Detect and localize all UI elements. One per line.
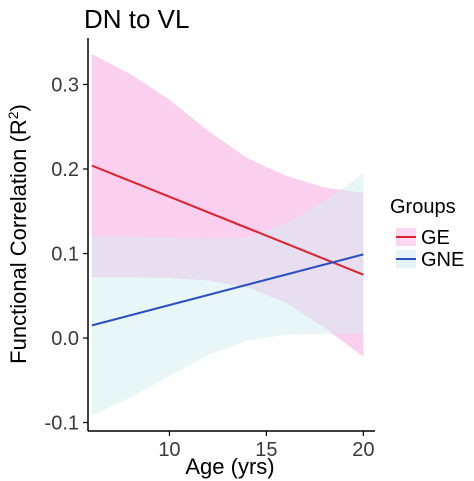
x-tick-label: 20 [352, 439, 374, 461]
x-ticks: 10 15 20 [158, 431, 374, 461]
legend-title: Groups [390, 196, 456, 218]
fit-line-ge [91, 164, 364, 276]
y-ticks: -0.1 0.0 0.1 0.2 0.3 [45, 74, 88, 435]
legend-label-ge: GE [421, 227, 450, 249]
legend-label-gne: GNE [421, 249, 464, 271]
x-tick-label: 15 [255, 439, 277, 461]
lines-layer [91, 164, 364, 327]
y-tick-label: 0.3 [51, 74, 79, 96]
legend-item-ge: GE [396, 227, 450, 249]
chart-title: DN to VL [84, 4, 190, 34]
y-tick-label: -0.1 [45, 413, 79, 435]
y-tick-label: 0.2 [51, 159, 79, 181]
legend: Groups GE GNE [390, 196, 464, 271]
fit-line-gne [91, 253, 364, 327]
ci-band-gne [91, 173, 364, 416]
y-axis-title-main: Functional Correlation (R [6, 119, 31, 364]
legend-item-gne: GNE [396, 249, 464, 271]
y-axis-title-close: ) [6, 104, 31, 111]
x-axis-title: Age (yrs) [185, 454, 274, 479]
y-tick-label: 0.0 [51, 328, 79, 350]
x-tick-label: 10 [158, 439, 180, 461]
bands-layer [91, 54, 364, 416]
y-tick-label: 0.1 [51, 244, 79, 266]
y-axis-title: Functional Correlation (R2) [5, 104, 31, 364]
y-axis-title-sup: 2 [5, 111, 21, 119]
